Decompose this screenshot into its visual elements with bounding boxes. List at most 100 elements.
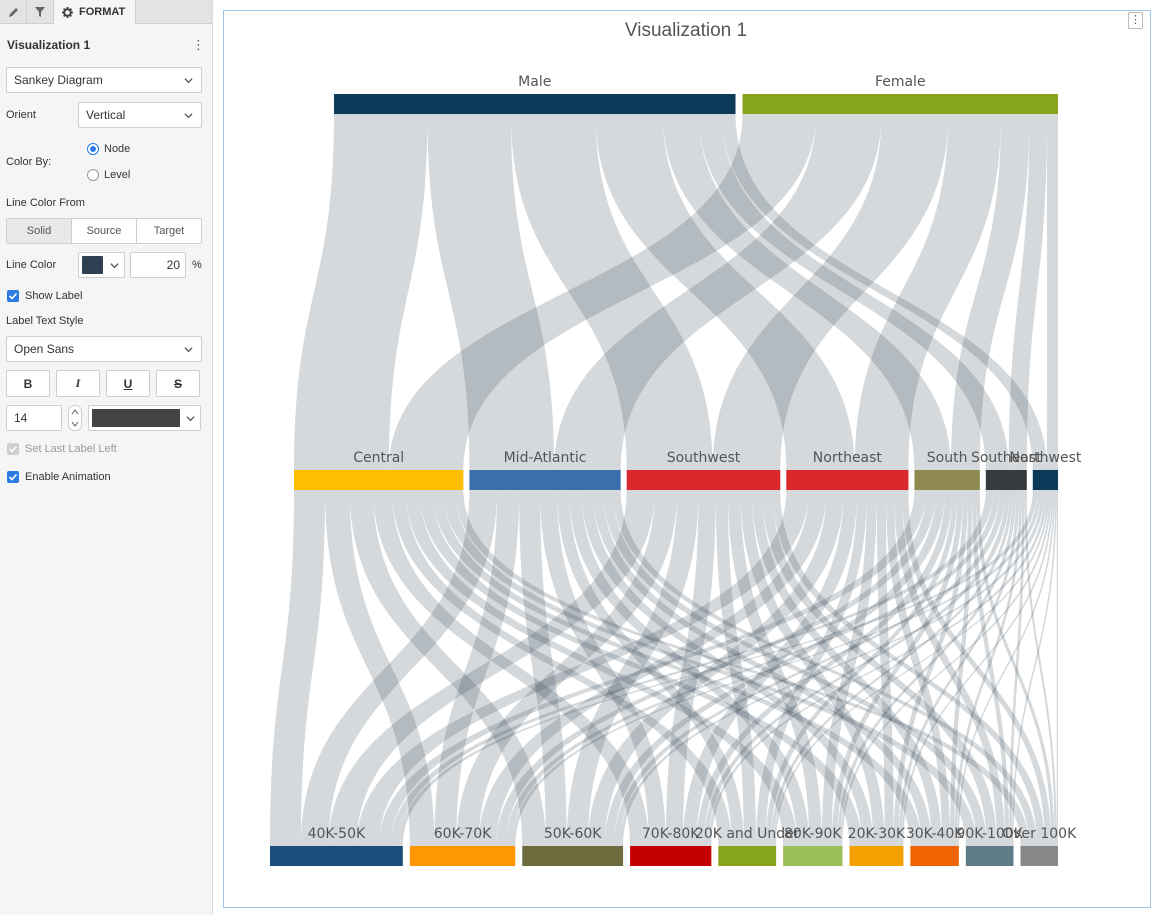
sankey-link-northwest-to-40k-50k[interactable] <box>398 490 1038 846</box>
sankey-link-central-to-60k-70k[interactable] <box>325 490 435 846</box>
sankey-link-female-to-northeast[interactable] <box>854 114 1001 470</box>
filter-tab[interactable] <box>27 0 54 24</box>
sankey-link-northeast-to-20k-30k[interactable] <box>876 490 894 846</box>
sankey-node-northeast[interactable] <box>786 470 909 490</box>
sankey-node-70k-80k[interactable] <box>630 846 712 866</box>
sankey-link-northwest-to-80k-90k[interactable] <box>840 490 1052 846</box>
chevron-up-icon[interactable] <box>71 409 79 415</box>
sankey-link-central-to-over-100k[interactable] <box>454 490 1030 846</box>
sankey-link-mid-atlantic-to-30k-40k[interactable] <box>592 490 932 846</box>
italic-button[interactable]: I <box>56 370 100 397</box>
sankey-link-northeast-to-70k-80k[interactable] <box>682 490 858 846</box>
sankey-link-south-to-20k-and-under[interactable] <box>765 490 958 846</box>
sankey-link-southeast-to-20k-and-under[interactable] <box>770 490 1013 846</box>
sankey-link-southwest-to-70k-80k[interactable] <box>665 490 716 846</box>
sankey-link-southwest-to-60k-70k[interactable] <box>456 490 678 846</box>
edit-tab[interactable] <box>0 0 27 24</box>
sankey-link-southeast-to-20k-30k[interactable] <box>898 490 1020 846</box>
sankey-node-20k-and-under[interactable] <box>718 846 777 866</box>
sankey-link-northwest-to-30k-40k[interactable] <box>957 490 1056 846</box>
sankey-link-mid-atlantic-to-over-100k[interactable] <box>612 490 1038 846</box>
sankey-link-mid-atlantic-to-40k-50k[interactable] <box>300 490 498 846</box>
font-size-input[interactable]: 14 <box>6 405 62 431</box>
sankey-link-south-to-over-100k[interactable] <box>976 490 1055 846</box>
bold-button[interactable]: B <box>6 370 50 397</box>
sankey-link-central-to-50k-60k[interactable] <box>349 490 546 846</box>
sankey-link-female-to-southwest[interactable] <box>712 114 949 470</box>
sankey-node-20k-30k[interactable] <box>849 846 904 866</box>
sankey-link-southeast-to-30k-40k[interactable] <box>954 490 1022 846</box>
sankey-link-male-to-northwest[interactable] <box>721 114 1047 470</box>
sankey-link-mid-atlantic-to-90k-100k[interactable] <box>602 490 987 846</box>
sankey-link-northwest-to-50k-60k[interactable] <box>619 490 1045 846</box>
sankey-link-southwest-to-90k-100k[interactable] <box>762 490 997 846</box>
line-color-picker[interactable] <box>78 252 125 278</box>
sankey-link-northeast-to-80k-90k[interactable] <box>821 490 877 846</box>
sankey-link-female-to-mid-atlantic[interactable] <box>554 114 882 470</box>
segment-source[interactable]: Source <box>72 219 137 243</box>
sankey-link-female-to-south[interactable] <box>951 114 1030 470</box>
color-by-node-radio[interactable] <box>87 143 99 155</box>
chart-type-select[interactable]: Sankey Diagram <box>6 67 202 93</box>
sankey-link-male-to-south[interactable] <box>662 114 952 470</box>
enable-animation-checkbox[interactable] <box>7 471 19 483</box>
sankey-link-northwest-to-70k-80k[interactable] <box>708 490 1048 846</box>
sankey-link-central-to-70k-80k[interactable] <box>373 490 649 846</box>
sankey-link-south-to-40k-50k[interactable] <box>378 490 927 846</box>
sankey-link-northeast-to-30k-40k[interactable] <box>885 490 951 846</box>
sankey-link-southwest-to-over-100k[interactable] <box>772 490 1045 846</box>
sankey-link-southwest-to-40k-50k[interactable] <box>328 490 655 846</box>
sankey-link-northeast-to-40k-50k[interactable] <box>356 490 809 846</box>
sankey-node-80k-90k[interactable] <box>783 846 843 866</box>
sankey-link-male-to-mid-atlantic[interactable] <box>427 114 555 470</box>
sankey-link-south-to-70k-80k[interactable] <box>696 490 953 846</box>
sankey-node-female[interactable] <box>742 94 1058 114</box>
sankey-link-northwest-to-60k-70k[interactable] <box>511 490 1042 846</box>
color-by-level-radio[interactable] <box>87 169 99 181</box>
sankey-link-male-to-southwest[interactable] <box>510 114 713 470</box>
font-color-picker[interactable] <box>88 405 201 431</box>
sankey-node-southwest[interactable] <box>626 470 781 490</box>
sankey-node-central[interactable] <box>294 470 464 490</box>
set-last-label-left-checkbox[interactable] <box>7 443 19 455</box>
sankey-link-central-to-30k-40k[interactable] <box>432 490 922 846</box>
panel-menu-icon[interactable]: ⋮ <box>192 37 205 52</box>
sankey-link-mid-atlantic-to-20k-30k[interactable] <box>581 490 874 846</box>
sankey-link-south-to-60k-70k[interactable] <box>496 490 936 846</box>
sankey-link-southeast-to-50k-60k[interactable] <box>613 490 1005 846</box>
kebab-icon[interactable]: ⋮ <box>1128 12 1143 29</box>
sankey-link-mid-atlantic-to-60k-70k[interactable] <box>434 490 520 846</box>
underline-button[interactable]: U <box>106 370 150 397</box>
sankey-node-mid-atlantic[interactable] <box>469 470 621 490</box>
font-size-stepper[interactable] <box>68 405 82 431</box>
sankey-node-40k-50k[interactable] <box>270 846 403 866</box>
sankey-link-northwest-to-90k-100k[interactable] <box>1011 490 1057 846</box>
format-tab[interactable]: FORMAT <box>54 0 137 24</box>
segment-solid[interactable]: Solid <box>7 219 72 243</box>
orient-select[interactable]: Vertical <box>78 102 202 128</box>
sankey-link-male-to-central[interactable] <box>294 114 428 470</box>
sankey-link-southwest-to-30k-40k[interactable] <box>751 490 942 846</box>
sankey-link-northeast-to-60k-70k[interactable] <box>478 490 827 846</box>
sankey-link-male-to-southeast[interactable] <box>699 114 1009 470</box>
sankey-link-southeast-to-70k-80k[interactable] <box>703 490 1010 846</box>
line-opacity-input[interactable]: 20 <box>130 252 186 278</box>
sankey-link-female-to-northwest[interactable] <box>1046 114 1058 470</box>
sankey-node-south[interactable] <box>914 470 980 490</box>
sankey-link-southeast-to-80k-90k[interactable] <box>837 490 1017 846</box>
show-label-checkbox[interactable] <box>7 290 19 302</box>
sankey-link-mid-atlantic-to-80k-90k[interactable] <box>569 490 810 846</box>
sankey-link-male-to-northeast[interactable] <box>595 114 855 470</box>
sankey-link-southwest-to-20k-and-under[interactable] <box>715 490 756 846</box>
sankey-node-90k-100k[interactable] <box>965 846 1014 866</box>
sankey-link-central-to-20k-and-under[interactable] <box>392 490 732 846</box>
sankey-link-southeast-to-60k-70k[interactable] <box>505 490 1000 846</box>
strikethrough-button[interactable]: S <box>156 370 200 397</box>
sankey-link-central-to-80k-90k[interactable] <box>405 490 797 846</box>
sankey-link-northwest-to-20k-and-under[interactable] <box>774 490 1050 846</box>
sankey-link-southeast-to-40k-50k[interactable] <box>390 490 994 846</box>
sankey-link-mid-atlantic-to-20k-and-under[interactable] <box>557 490 744 846</box>
sankey-link-south-to-90k-100k[interactable] <box>972 490 1010 846</box>
sankey-link-female-to-central[interactable] <box>388 114 816 470</box>
sankey-node-male[interactable] <box>334 94 736 114</box>
